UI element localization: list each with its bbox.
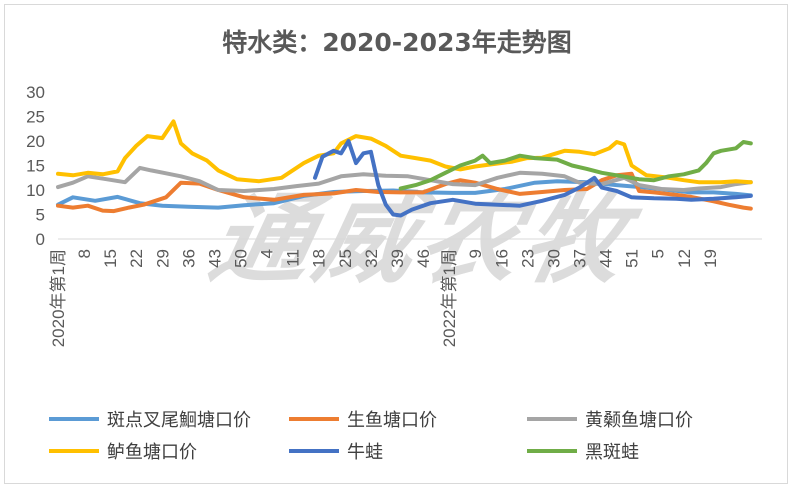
chart: 特水类：2020-2023年走势图 通威农牧 0510152025302020年…: [26, 28, 762, 463]
series-line: [398, 140, 753, 191]
x-tick-label: 5: [649, 249, 668, 258]
x-tick-label: 36: [179, 249, 198, 268]
legend-label: 鲈鱼塘口价: [107, 442, 197, 463]
axis-layer: 0 5 10 15 20 25 30 2020年第1周 8 15 22 29 36 43 50 4 11 18 25…: [26, 83, 762, 347]
x-tick-label: 25: [336, 249, 355, 268]
x-tick-label: 37: [570, 249, 589, 268]
legend-label: 生鱼塘口价: [347, 410, 437, 431]
x-tick-label: 44: [597, 249, 616, 268]
chart-frame: 特水类：2020-2023年走势图 通威农牧 0 5 10 15 20 25 30 2020年…: [4, 4, 788, 484]
x-tick-label: 9: [466, 249, 485, 258]
x-tick-label: 23: [518, 249, 537, 268]
x-tick-label: 4: [258, 249, 277, 258]
x-tick-label: 15: [101, 249, 120, 268]
y-tick-label: 25: [26, 108, 45, 127]
x-tick-label: 39: [388, 249, 407, 268]
x-tick-label: 29: [153, 249, 172, 268]
series-layer: [56, 119, 753, 218]
y-tick-label: 0: [36, 230, 45, 249]
x-tick-label: 51: [623, 249, 642, 268]
y-tick-label: 20: [26, 132, 45, 151]
x-tick-label: 18: [310, 249, 329, 268]
x-tick-label: 30: [544, 249, 563, 268]
legend-label: 黄颡鱼塘口价: [585, 410, 693, 431]
chart-title: 特水类：2020-2023年走势图: [222, 28, 572, 57]
x-tick-label: 12: [675, 249, 694, 268]
x-tick-label: 46: [414, 249, 433, 268]
x-tick-label: 11: [284, 249, 303, 267]
x-tick-label: 32: [362, 249, 381, 268]
legend-label: 牛蛙: [347, 442, 383, 463]
x-tick-label: 50: [232, 249, 251, 268]
x-tick-label: 8: [75, 249, 94, 258]
series-line: [56, 119, 753, 185]
y-tick-label: 15: [26, 157, 45, 176]
series-line: [56, 165, 753, 193]
x-tick-label: 22: [127, 249, 146, 268]
x-tick-label: 43: [205, 249, 224, 268]
series-line: [313, 139, 753, 218]
x-tick-label: 2022年第1周: [440, 249, 459, 347]
y-tick-label: 30: [26, 83, 45, 102]
series-line: [56, 171, 753, 214]
y-tick-label: 5: [36, 206, 45, 225]
x-tick-label: 19: [701, 249, 720, 268]
x-tick-label: 2020年第1周: [49, 249, 68, 347]
legend-label: 黑斑蛙: [585, 442, 639, 463]
legend-label: 斑点叉尾鮰塘口价: [107, 410, 251, 431]
x-tick-label: 16: [492, 249, 511, 268]
y-tick-label: 10: [26, 181, 45, 200]
